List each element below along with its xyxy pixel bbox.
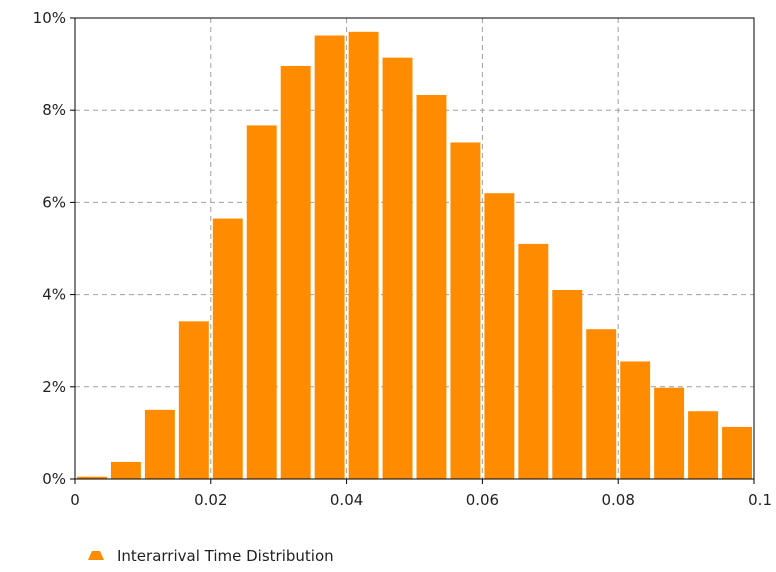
y-tick-label: 2% <box>42 378 66 396</box>
histogram-bar <box>586 329 617 479</box>
histogram-bar <box>144 409 175 479</box>
histogram-bar <box>382 57 413 480</box>
x-tick-label: 0 <box>70 491 80 509</box>
y-tick-label: 10% <box>33 9 66 27</box>
histogram-bar <box>518 243 549 479</box>
histogram-bar <box>654 387 685 479</box>
bars <box>77 31 752 480</box>
histogram-bar <box>688 411 719 479</box>
histogram-bar <box>280 65 311 479</box>
legend-label: Interarrival Time Distribution <box>117 547 334 565</box>
histogram-bar <box>246 125 277 480</box>
histogram-bar <box>348 31 379 480</box>
histogram-bar <box>110 461 141 479</box>
x-tick-label: 0.1 <box>748 491 772 509</box>
y-tick-label: 0% <box>42 470 66 488</box>
x-tick-label: 0.04 <box>330 491 363 509</box>
legend-triangle-icon <box>88 551 104 560</box>
y-tick-label: 4% <box>42 286 66 304</box>
legend: Interarrival Time Distribution <box>88 547 334 565</box>
x-tick-label: 0.02 <box>194 491 227 509</box>
histogram-bar <box>178 321 209 479</box>
x-axis-ticks: 0 0.02 0.04 0.06 0.08 0.1 <box>70 479 772 509</box>
plot-frame <box>74 17 755 480</box>
histogram-bar <box>552 289 583 479</box>
y-tick-label: 8% <box>42 101 66 119</box>
histogram-bar <box>484 193 515 479</box>
histogram-bar <box>416 94 447 479</box>
histogram-bar <box>77 476 107 479</box>
histogram-bar <box>722 426 752 479</box>
y-tick-label: 6% <box>42 193 66 211</box>
grid-lines <box>75 18 754 479</box>
histogram-bar <box>620 361 651 479</box>
y-axis-ticks: 0% 2% 4% 6% 8% 10% <box>33 9 75 488</box>
x-tick-label: 0.06 <box>466 491 499 509</box>
x-tick-label: 0.08 <box>601 491 634 509</box>
histogram-bar <box>212 218 243 479</box>
histogram-bar <box>314 35 345 479</box>
histogram-bar <box>450 142 481 479</box>
